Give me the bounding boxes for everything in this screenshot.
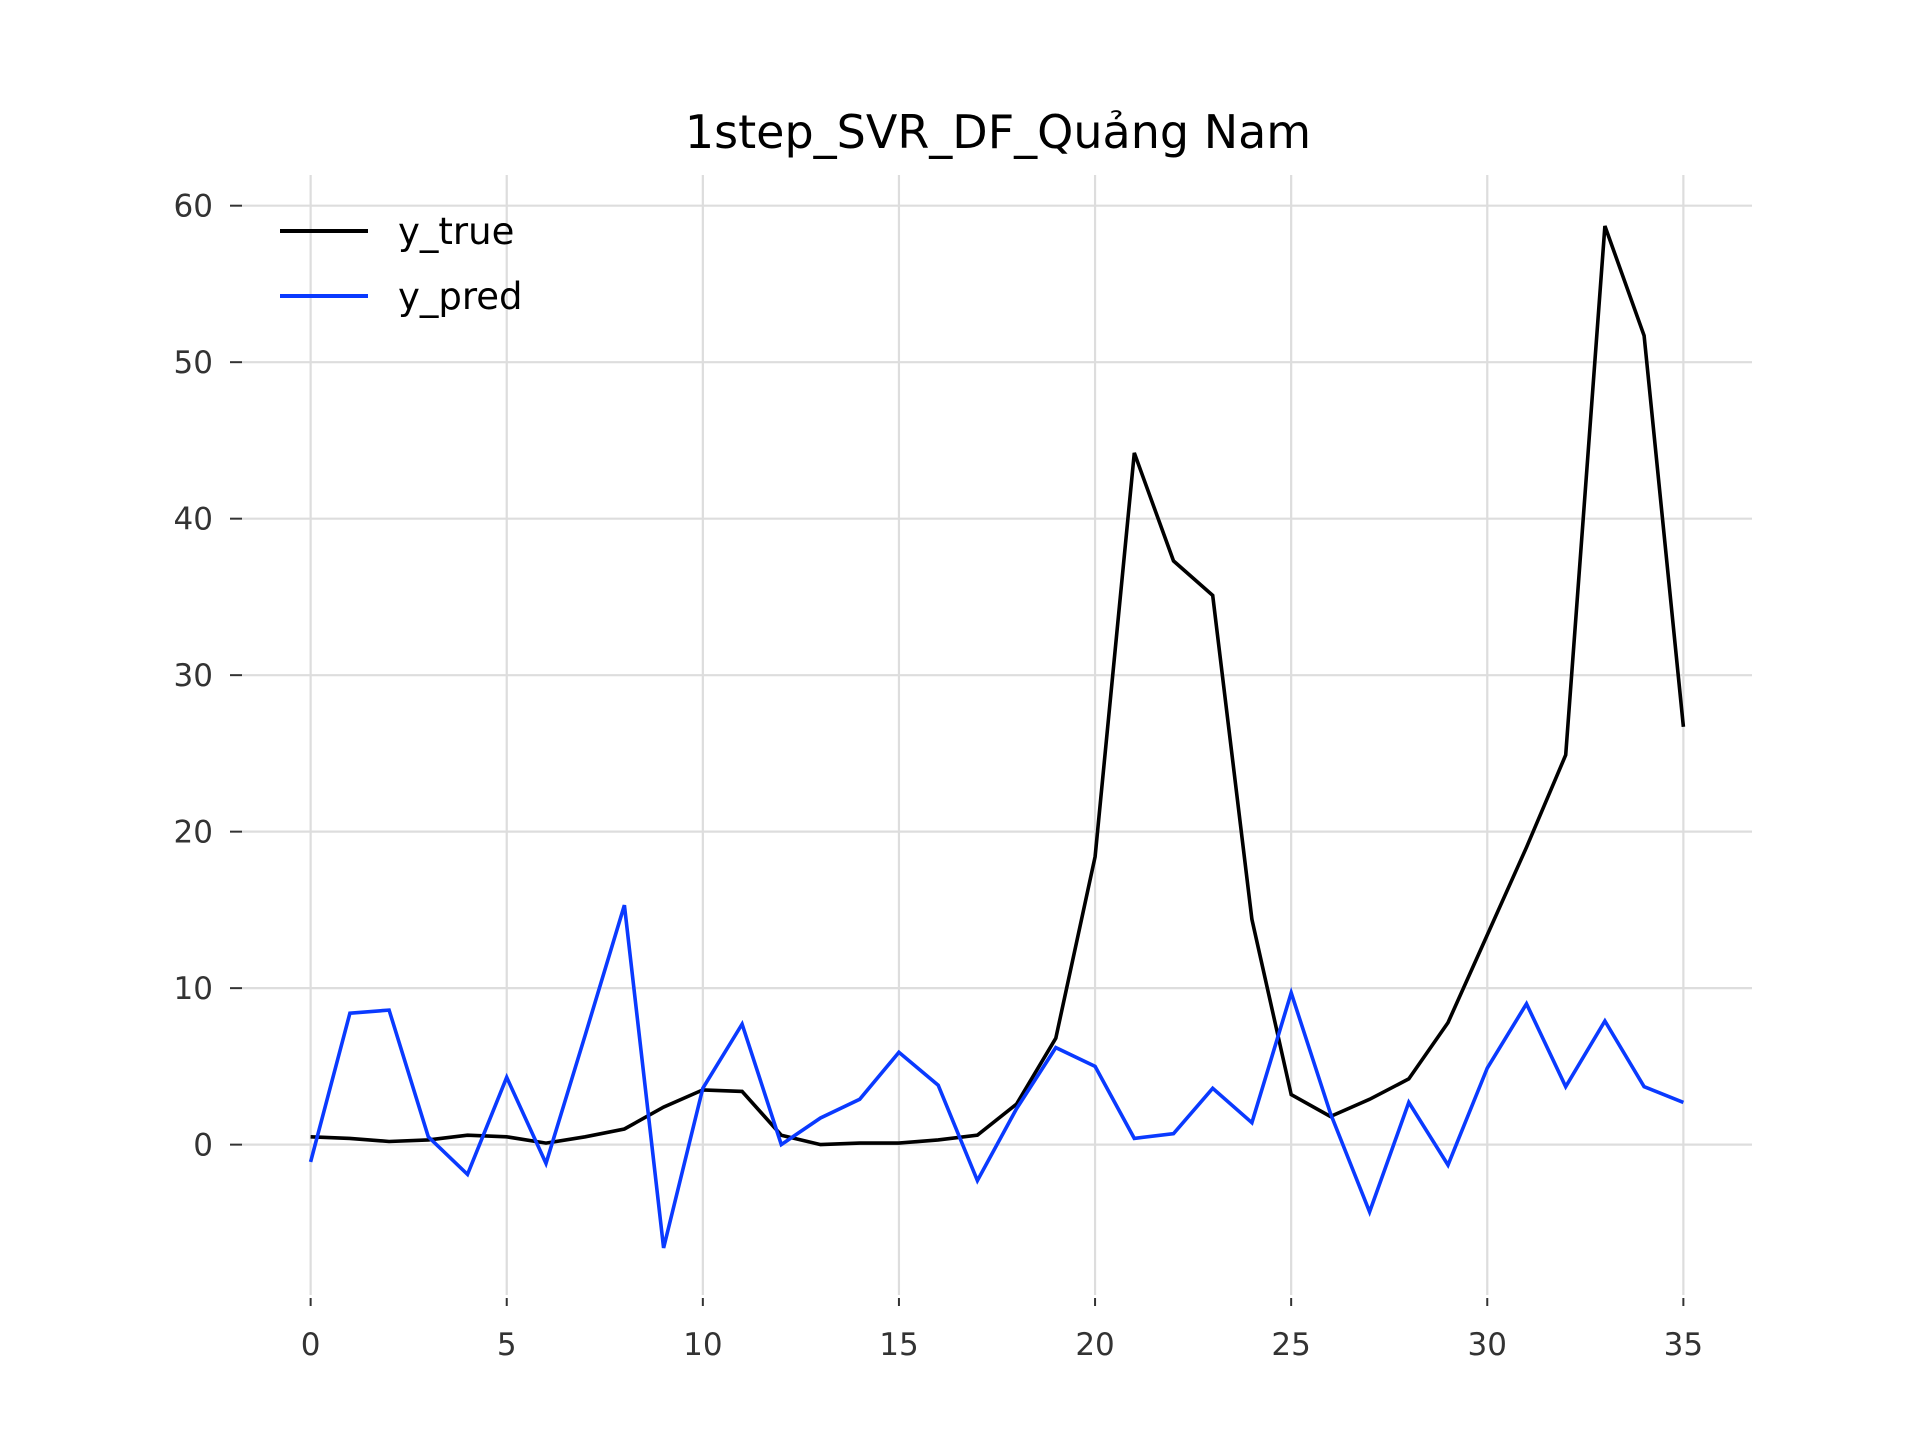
axis-ticks: 0 5 10 15 20 25 30 35 0 10 20 30 40 50 60	[174, 189, 1704, 1363]
legend: y_true y_pred	[280, 210, 523, 318]
grid	[242, 175, 1752, 1295]
x-tick-label: 10	[683, 1327, 722, 1363]
legend-label-y-pred: y_pred	[398, 275, 523, 318]
x-tick-label: 5	[497, 1327, 517, 1363]
series-line-y-pred	[308, 904, 1685, 1249]
y-tick-label: 40	[174, 502, 213, 538]
x-tick-label: 30	[1468, 1327, 1507, 1363]
series-line-y-true	[310, 225, 1686, 1147]
legend-label-y-true: y_true	[398, 210, 514, 253]
series-lines	[308, 225, 1686, 1249]
y-tick-label: 10	[174, 971, 213, 1007]
y-tick-label: 60	[174, 189, 213, 225]
x-tick-label: 25	[1271, 1327, 1310, 1363]
x-tick-label: 20	[1075, 1327, 1114, 1363]
y-tick-label: 30	[174, 658, 213, 694]
x-tick-label: 0	[301, 1327, 321, 1363]
y-tick-label: 50	[174, 345, 213, 381]
x-tick-label: 35	[1664, 1327, 1703, 1363]
x-tick-label: 15	[879, 1327, 918, 1363]
chart-title: 1step_SVR_DF_Quảng Nam	[685, 105, 1311, 159]
y-tick-label: 0	[193, 1128, 213, 1164]
y-tick-label: 20	[174, 815, 213, 851]
